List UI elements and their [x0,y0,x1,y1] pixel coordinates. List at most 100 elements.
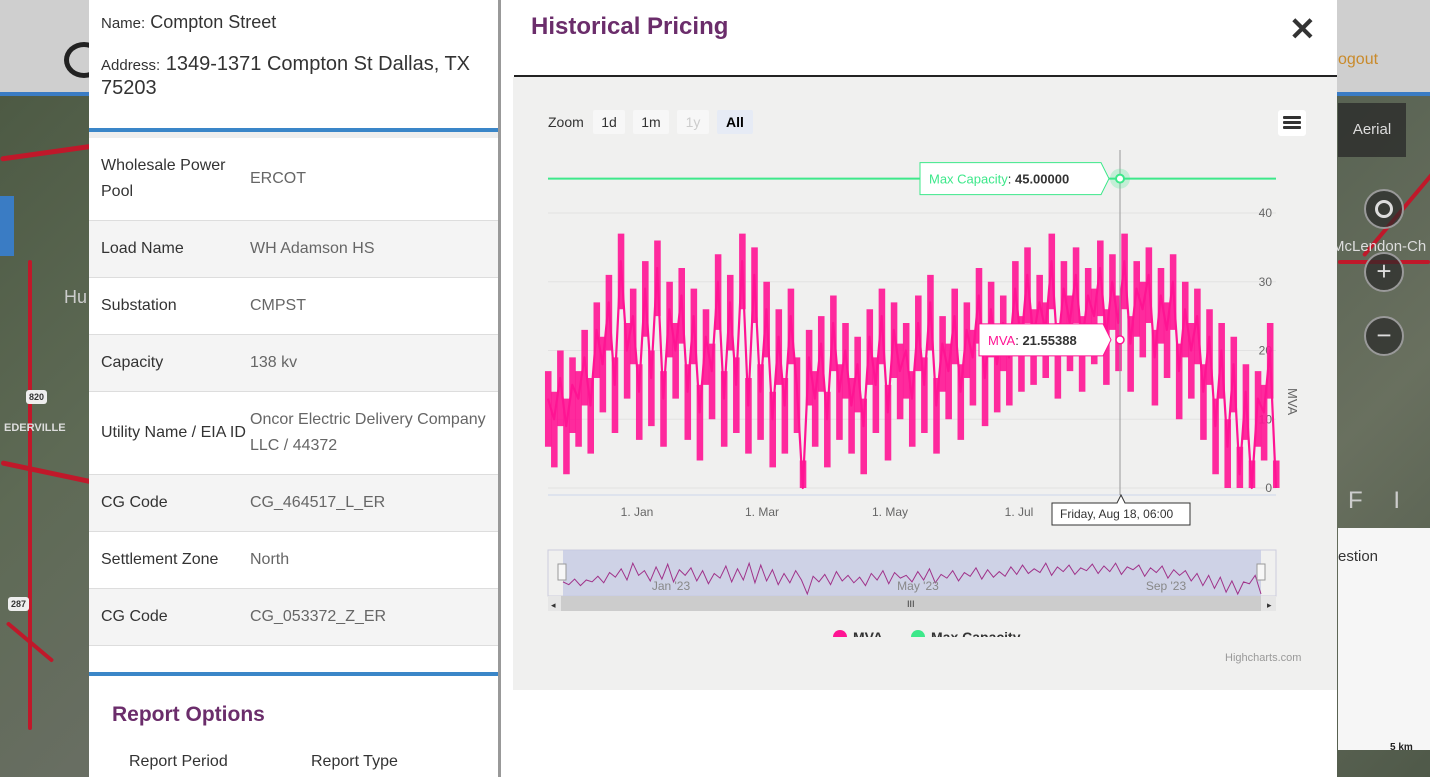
mva-data-band [1024,247,1031,323]
mva-data-band [733,357,740,433]
mva-marker [1115,335,1125,345]
mva-data-band [811,371,819,447]
info-value: North [250,551,290,568]
hamburger-icon-bar [1283,126,1301,129]
info-row: Capacity 138 kv [89,335,499,392]
mva-data-band [793,357,801,433]
mva-data-band [830,295,837,372]
zoom-in-button[interactable]: + [1364,252,1404,292]
app-logo [64,42,104,78]
mva-data-band [690,288,698,365]
map-label: Hu [64,287,88,307]
navigator-handle-right[interactable] [1256,563,1266,581]
mva-data-band [1272,460,1280,488]
legend-mva-label: MVA [853,629,883,637]
mva-data-band [1127,316,1134,392]
question-label: estion [1338,548,1379,565]
mva-data-band [963,302,971,378]
chart-legend: MVA Max Capacity [833,629,1021,637]
info-value: WH Adamson HS [250,240,375,257]
mva-data-band [1236,446,1244,488]
mva-data-band [1206,309,1213,385]
mva-data-band [824,391,831,468]
site-name: Name: Compton Street [101,12,487,33]
chart-menu-button[interactable] [1278,110,1306,136]
scroll-left-icon[interactable]: ◂ [551,600,556,610]
mva-data-band [544,371,552,447]
mva-data-band [975,268,983,344]
zoom-out-button[interactable]: − [1364,316,1404,356]
mva-data-band [642,261,649,337]
navigator-scrollbar-thumb[interactable] [561,596,1261,611]
scroll-right-icon[interactable]: ▸ [1267,600,1272,610]
mva-data-band [605,274,613,351]
mva-data-band [908,371,916,447]
legend-max-capacity-label: Max Capacity [931,629,1021,637]
mva-data-band [769,391,776,468]
y-tick-label: 30 [1259,275,1273,289]
mva-data-band [969,329,977,406]
mva-data-band [1084,268,1092,344]
map-label: McLendon-Ch [1332,238,1427,255]
info-key: CG Code [101,608,168,625]
name-value: Compton Street [150,12,277,32]
zoom-all-button[interactable]: All [717,110,753,134]
navigator[interactable]: Jan '23 May '23 Sep '23 III ◂ ▸ [547,549,1277,611]
mva-data-band [842,323,849,399]
mva-data-band [1212,398,1219,475]
mva-data-band [1163,302,1171,378]
tooltip-colon: : [1008,172,1015,187]
max-capacity-tooltip-box [919,162,1110,196]
info-row: Settlement Zone North [89,532,499,589]
mva-data-band [666,281,673,358]
zoom-1d-button[interactable]: 1d [593,110,625,134]
mva-data-band [1151,329,1159,406]
navigator-mask[interactable] [563,550,1261,596]
legend-item-mva[interactable]: MVA [833,629,883,637]
y-tick-label: 0 [1265,481,1272,495]
locate-icon [1375,200,1393,218]
mva-data-band [1054,323,1062,399]
locate-button[interactable] [1364,189,1404,229]
logout-link[interactable]: ogout [1338,51,1379,68]
mva-data-band [581,329,588,406]
mva-data-band [945,343,952,420]
address-value: 1349-1371 Compton St Dallas, TX 75203 [101,53,471,99]
panel-divider [89,128,499,132]
zoom-1m-button[interactable]: 1m [633,110,669,134]
mva-data-band [1230,336,1238,413]
mva-data-band [1188,323,1195,399]
mva-data-band [1072,247,1080,323]
mva-data-band [805,329,813,406]
navigator-handle-left[interactable] [557,563,567,581]
mva-data-band [927,274,934,351]
mva-tooltip-value: 21.55388 [1022,333,1076,348]
close-button[interactable]: ✕ [1289,10,1316,48]
modal-title-rule [514,75,1337,77]
mva-data-band [987,281,995,358]
mva-data-band [745,378,752,454]
mva-data-band [854,336,861,413]
x-tick-label: 1. Jul [1005,505,1034,519]
mva-data-band [654,240,661,317]
mva-data-band [896,343,904,420]
side-panel-right [1338,528,1430,750]
mva-data-band [1109,254,1116,330]
mva-data-band [1242,364,1250,440]
mva-data-band [1194,288,1201,365]
mva-data-band [593,302,601,378]
mva-data-band [921,357,928,433]
highcharts-credit[interactable]: Highcharts.com [1225,652,1302,664]
mva-data-band [1133,261,1140,337]
mva-data-band [726,274,734,351]
sidebar-toggle-tab[interactable] [0,196,14,256]
mva-data-band [1115,295,1122,372]
map-scale: 5 km [1390,742,1413,753]
mva-data-band [1139,281,1147,358]
mva-data-band [860,398,867,475]
legend-item-max-capacity[interactable]: Max Capacity [911,629,1021,637]
aerial-toggle[interactable]: Aerial [1338,103,1406,157]
max-capacity-tooltip: Max Capacity: 45.00000 [919,162,1110,196]
mva-data-band [1218,323,1225,399]
